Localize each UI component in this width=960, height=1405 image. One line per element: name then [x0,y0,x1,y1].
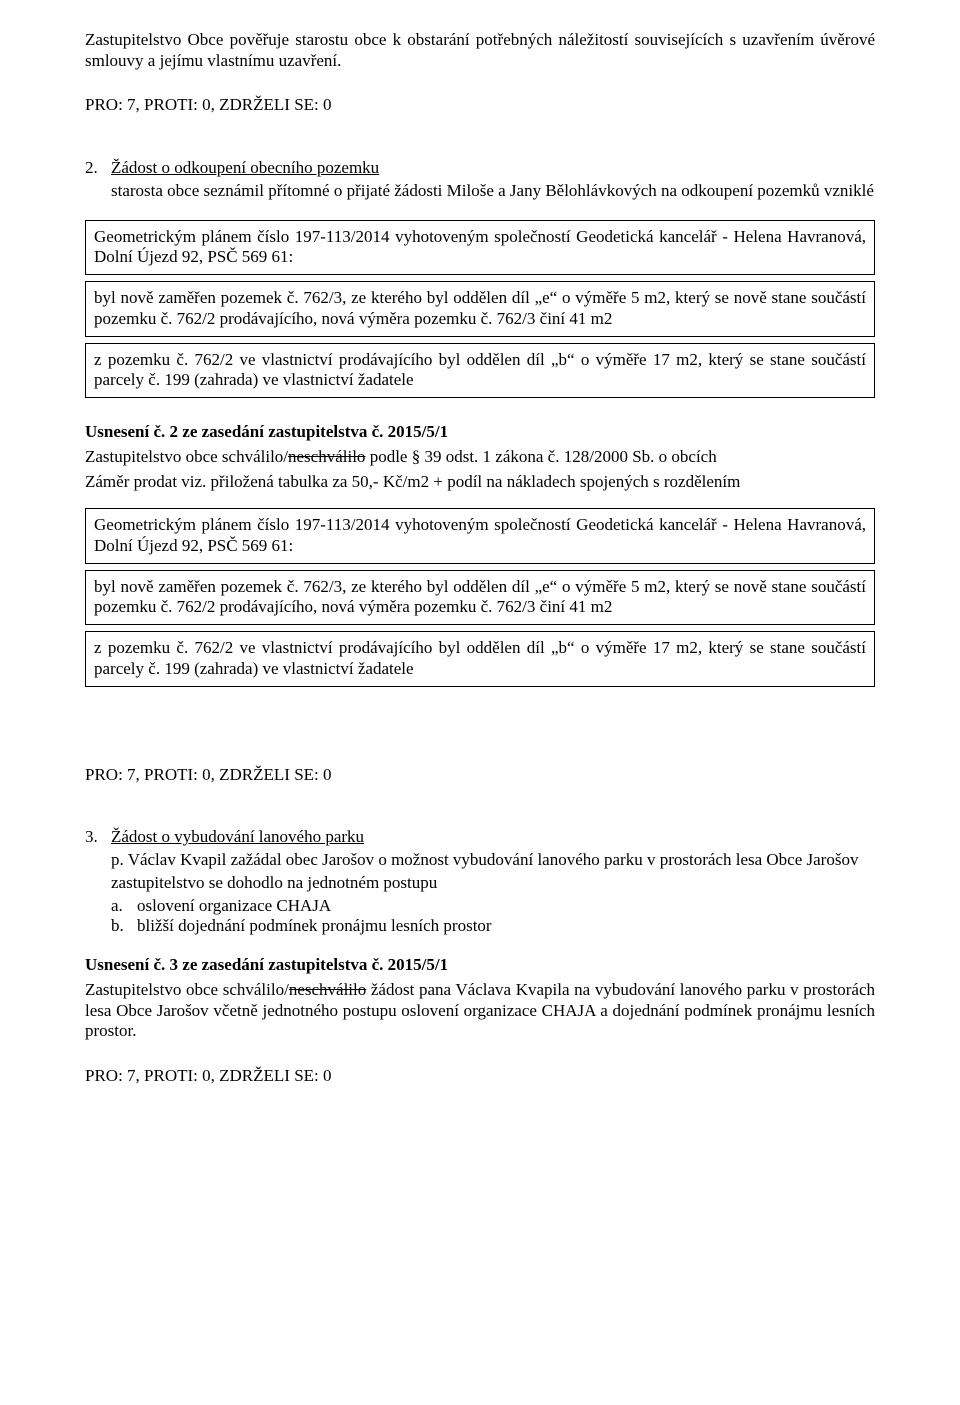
item-title: Žádost o vybudování lanového parku [111,827,875,848]
item-3-p1: p. Václav Kvapil zažádal obec Jarošov o … [111,850,875,871]
intro-paragraph: Zastupitelstvo Obce pověřuje starostu ob… [85,30,875,71]
sub-item-b: b. bližší dojednání podmínek pronájmu le… [111,916,875,937]
geo-box-2b: byl nově zaměřen pozemek č. 762/3, ze kt… [85,570,875,625]
item-2-subtext: starosta obce seznámil přítomné o přijat… [111,181,875,202]
vote-line-1: PRO: 7, PROTI: 0, ZDRŽELI SE: 0 [85,95,875,116]
item-number: 3. [85,827,111,848]
item-title: Žádost o odkoupení obecního pozemku [111,158,875,179]
usneseni-2-line1a: Zastupitelstvo obce schválilo/ [85,447,288,466]
sub-text: oslovení organizace CHAJA [137,896,331,917]
item-3-p2: zastupitelstvo se dohodlo na jednotném p… [111,873,875,894]
usneseni-2-line1b: podle § 39 odst. 1 zákona č. 128/2000 Sb… [365,447,716,466]
vote-line-3: PRO: 7, PROTI: 0, ZDRŽELI SE: 0 [85,1066,875,1087]
usneseni-3-title: Usnesení č. 3 ze zasedání zastupitelstva… [85,955,875,976]
usneseni-3-line1a: Zastupitelstvo obce schválilo/ [85,980,289,999]
document-page: Zastupitelstvo Obce pověřuje starostu ob… [0,0,960,1405]
vote-line-2: PRO: 7, PROTI: 0, ZDRŽELI SE: 0 [85,765,875,786]
item-3-sublist: a. oslovení organizace CHAJA b. bližší d… [111,896,875,937]
usneseni-3-line1: Zastupitelstvo obce schválilo/neschválil… [85,980,875,1042]
agenda-item-2: 2. Žádost o odkoupení obecního pozemku [85,158,875,179]
geo-box-1b: byl nově zaměřen pozemek č. 762/3, ze kt… [85,281,875,336]
geo-box-1c: z pozemku č. 762/2 ve vlastnictví prodáv… [85,343,875,398]
sub-item-a: a. oslovení organizace CHAJA [111,896,875,917]
item-number: 2. [85,158,111,179]
sub-label: a. [111,896,137,917]
usneseni-2-title: Usnesení č. 2 ze zasedání zastupitelstva… [85,422,875,443]
usneseni-3-strike: neschválilo [289,980,366,999]
agenda-item-3: 3. Žádost o vybudování lanového parku [85,827,875,848]
usneseni-2-strike: neschválilo [288,447,365,466]
usneseni-2-line2: Záměr prodat viz. přiložená tabulka za 5… [85,472,875,493]
geo-box-2a: Geometrickým plánem číslo 197-113/2014 v… [85,508,875,563]
geo-box-2c: z pozemku č. 762/2 ve vlastnictví prodáv… [85,631,875,686]
sub-label: b. [111,916,137,937]
sub-text: bližší dojednání podmínek pronájmu lesní… [137,916,492,937]
usneseni-2-line1: Zastupitelstvo obce schválilo/neschválil… [85,447,875,468]
geo-box-1a: Geometrickým plánem číslo 197-113/2014 v… [85,220,875,275]
